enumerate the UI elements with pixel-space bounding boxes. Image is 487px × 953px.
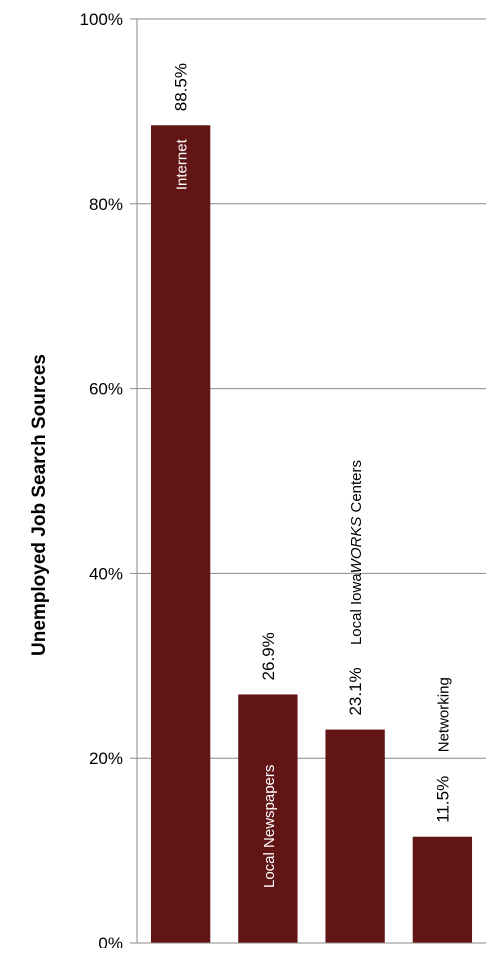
- y-tick-label: 80%: [89, 195, 123, 214]
- data-label: 26.9%: [259, 632, 278, 680]
- category-label: Local IowaWORKS Centers: [348, 460, 365, 645]
- y-tick-label: 60%: [89, 380, 123, 399]
- bar: [150, 125, 211, 943]
- labels: 88.5% Internet 26.9% Local Newspapers 23.1% L…: [172, 63, 453, 888]
- bar: [325, 729, 385, 943]
- y-tick-label: 100%: [80, 10, 123, 29]
- data-label: 23.1%: [346, 667, 365, 715]
- bars: [150, 125, 473, 943]
- data-label: 88.5%: [172, 63, 191, 111]
- category-label: Local Newspapers: [261, 765, 278, 888]
- y-axis-label: Unemployed Job Search Sources: [29, 354, 50, 656]
- data-label: 11.5%: [433, 776, 452, 823]
- y-tick-label: 0%: [98, 934, 123, 948]
- category-label: Internet: [174, 138, 191, 190]
- y-tick-label: 20%: [89, 749, 123, 768]
- bar: [412, 836, 473, 943]
- y-tick-label: 40%: [89, 564, 123, 583]
- bar: [238, 694, 298, 943]
- category-label: Networking: [435, 677, 452, 752]
